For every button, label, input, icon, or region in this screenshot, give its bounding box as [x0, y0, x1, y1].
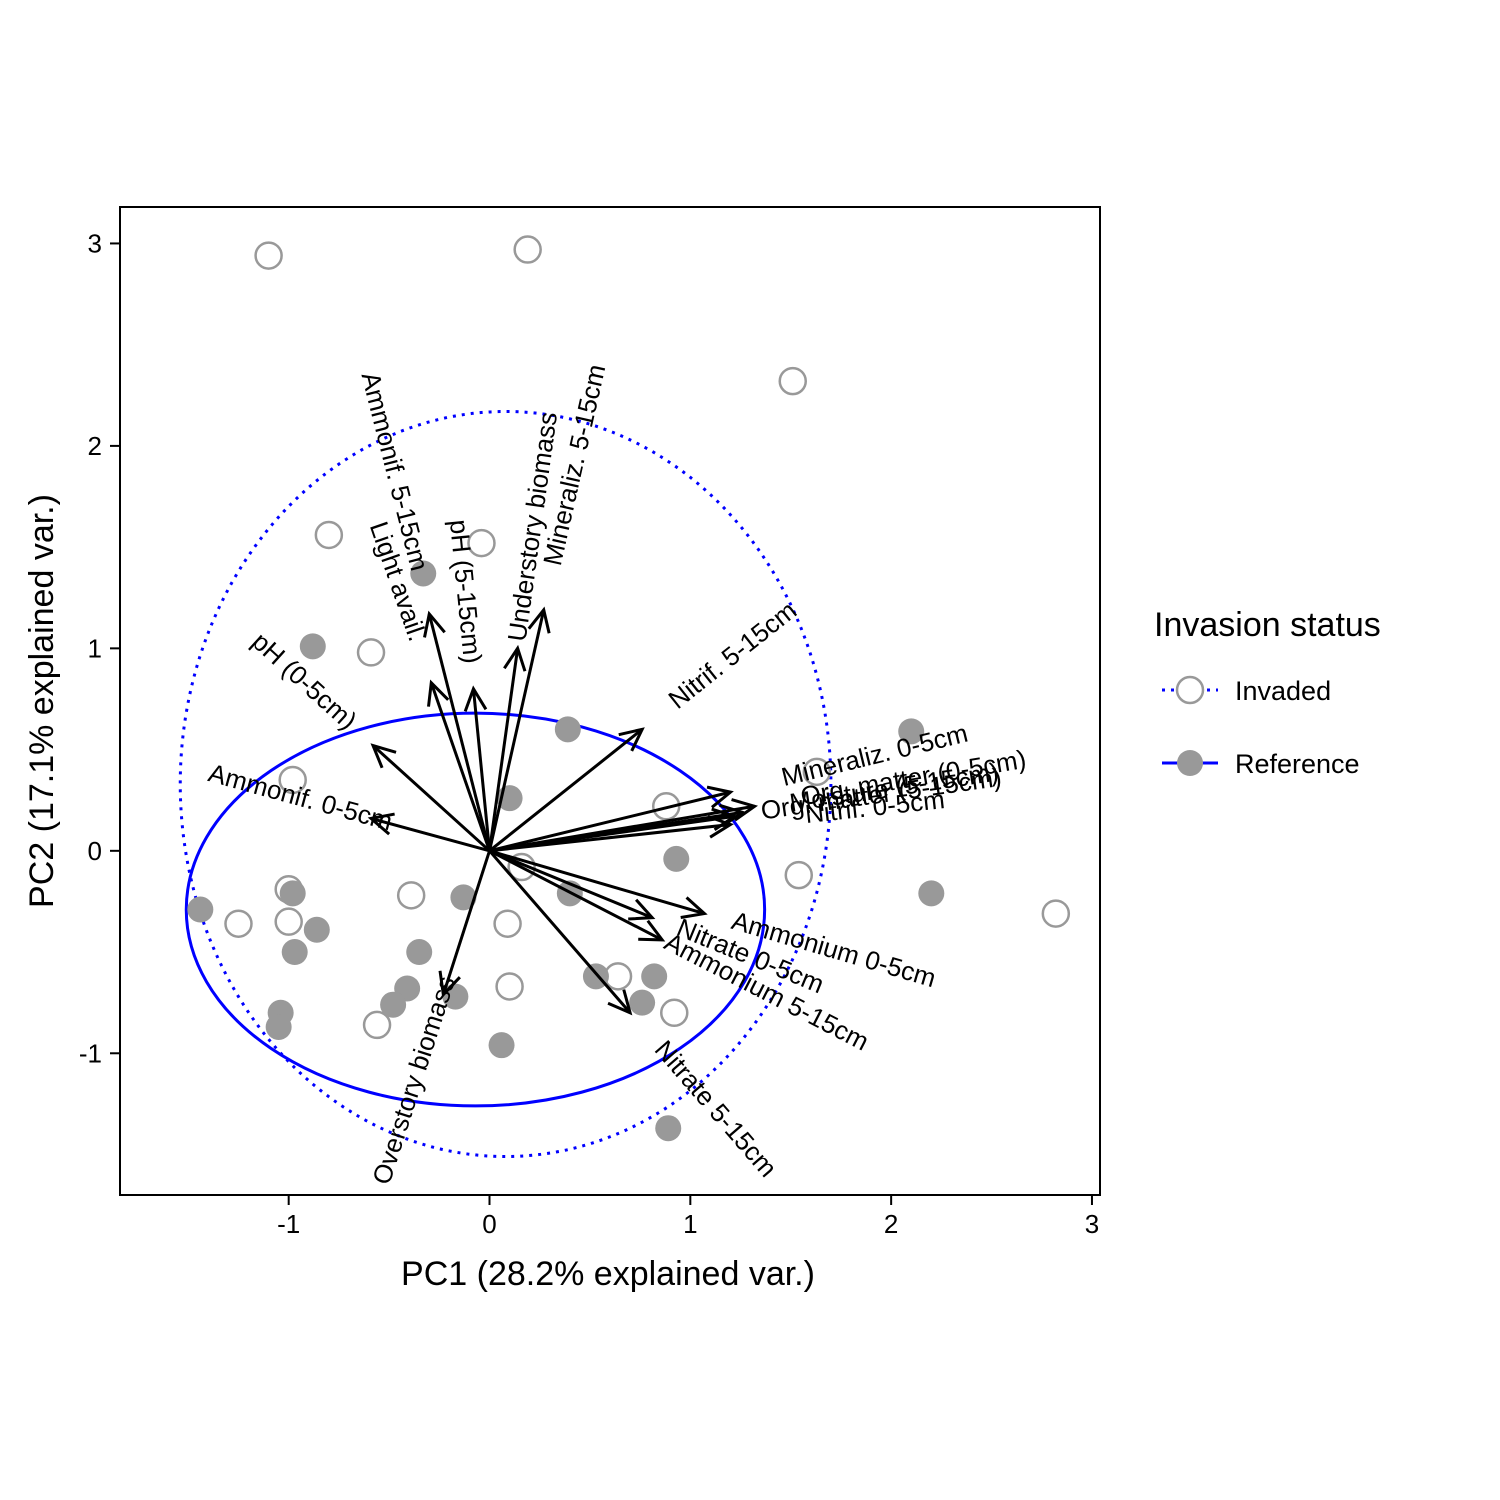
- ellipse-invaded: [178, 409, 833, 1159]
- plot-frame: [119, 206, 1101, 1196]
- point-invaded: [1041, 899, 1071, 928]
- y-tick-label: 3: [88, 228, 102, 258]
- arrowhead-nitrate-5-15cm: [607, 989, 633, 1016]
- x-tick-label: 2: [884, 1209, 898, 1239]
- point-reference: [488, 1032, 515, 1059]
- arrowhead-nitrif-0-5cm: [707, 815, 734, 839]
- arrow-overstory-biomass: [441, 850, 491, 996]
- point-invaded: [396, 881, 426, 910]
- arrow-mineraliz-5-15cm: [488, 609, 546, 852]
- point-reference: [641, 963, 668, 990]
- legend-label-invaded: Invaded: [1235, 676, 1331, 706]
- axis-layer: -1 0 1 2 3 -1 0 1 2 3: [79, 228, 1099, 1239]
- point-reference: [918, 880, 945, 907]
- point-reference: [629, 989, 656, 1016]
- point-invaded: [778, 366, 807, 396]
- arrow-nitrate-5-15cm: [488, 849, 632, 1014]
- point-invaded: [278, 765, 307, 795]
- point-invaded: [513, 235, 542, 264]
- point-reference: [303, 916, 330, 943]
- arrowhead-ammonium-5-15cm: [638, 919, 666, 942]
- arrowhead-mineraliz-5-15cm: [527, 606, 551, 634]
- point-reference: [898, 718, 925, 745]
- arrow-ph-5-15cm: [471, 688, 492, 851]
- point-layer: [187, 235, 1071, 1142]
- point-reference: [187, 896, 214, 923]
- arrow-nitrif-0-5cm: [489, 823, 731, 853]
- legend-invaded-marker: [1175, 675, 1205, 705]
- x-tick-label: 3: [1085, 1209, 1099, 1239]
- arrowhead-ammonif-0-5cm: [367, 812, 395, 836]
- point-invaded: [467, 528, 496, 558]
- y-tick-label: -1: [79, 1038, 102, 1068]
- point-reference: [299, 633, 326, 660]
- point-reference: [663, 845, 690, 872]
- arrowhead-ph-5-15cm: [463, 685, 488, 712]
- legend: Invasion status Invaded Reference: [1154, 606, 1381, 779]
- point-invaded: [356, 638, 386, 667]
- x-tick-label: 0: [482, 1209, 496, 1239]
- point-invaded: [493, 909, 522, 938]
- arrowhead-understory-biomass: [503, 644, 527, 672]
- arrowhead-nitrif-5-15cm: [618, 727, 645, 752]
- x-tick-label: -1: [277, 1209, 300, 1239]
- arrowhead-ph-0-5cm: [370, 743, 397, 769]
- point-reference: [265, 1013, 292, 1040]
- arrowhead-overstory-biomass: [438, 970, 461, 998]
- point-invaded: [660, 998, 689, 1028]
- arrowhead-org-matter-0-5cm: [731, 798, 758, 822]
- y-tick-label: 1: [88, 633, 102, 663]
- point-reference: [450, 884, 477, 911]
- arrow-understory-biomass: [488, 648, 520, 852]
- point-invaded: [224, 909, 253, 938]
- arrowhead-ammonif-5-15cm: [423, 610, 446, 638]
- x-tick-label: 1: [683, 1209, 697, 1239]
- arrow-mineraliz-0-5cm: [489, 790, 731, 853]
- point-reference: [380, 991, 407, 1018]
- point-invaded: [507, 852, 536, 882]
- point-invaded: [784, 860, 814, 890]
- arrow-ph-0-5cm: [372, 744, 491, 852]
- point-invaded: [362, 1010, 392, 1040]
- point-reference: [410, 560, 437, 587]
- arrow-nitrif-5-15cm: [488, 728, 644, 852]
- arrowhead-mineraliz-0-5cm: [706, 785, 734, 809]
- point-invaded: [802, 757, 832, 787]
- arrow-ammonium-5-15cm: [488, 849, 663, 942]
- arrow-nitrate-0-5cm: [488, 849, 653, 920]
- point-reference: [281, 939, 308, 966]
- arrow-light-avail: [429, 682, 491, 852]
- arrowhead-nitrate-0-5cm: [628, 898, 656, 921]
- point-invaded: [314, 520, 344, 550]
- arrowhead-light-avail: [427, 679, 450, 707]
- arrow-ammonium-0-5cm: [489, 849, 705, 916]
- point-invaded: [495, 972, 524, 1001]
- legend-label-reference: Reference: [1235, 749, 1360, 779]
- point-reference: [554, 716, 581, 743]
- y-tick-label: 0: [88, 836, 102, 866]
- point-invaded: [651, 792, 681, 821]
- legend-title: Invasion status: [1154, 606, 1381, 644]
- point-invaded: [254, 241, 283, 270]
- point-reference: [655, 1115, 682, 1142]
- point-reference: [406, 939, 433, 966]
- point-invaded: [274, 907, 303, 936]
- arrow-layer: [367, 606, 758, 1016]
- y-axis-title: PC2 (17.1% explained var.): [23, 494, 61, 908]
- y-tick-label: 2: [88, 431, 102, 461]
- legend-reference-marker: [1177, 750, 1203, 776]
- point-reference: [279, 880, 306, 907]
- arrow-ammonif-5-15cm: [427, 613, 491, 852]
- arrowhead-ammonium-0-5cm: [680, 896, 708, 919]
- x-axis-title: PC1 (28.2% explained var.): [401, 1255, 815, 1293]
- arrow-ammonif-0-5cm: [370, 816, 490, 853]
